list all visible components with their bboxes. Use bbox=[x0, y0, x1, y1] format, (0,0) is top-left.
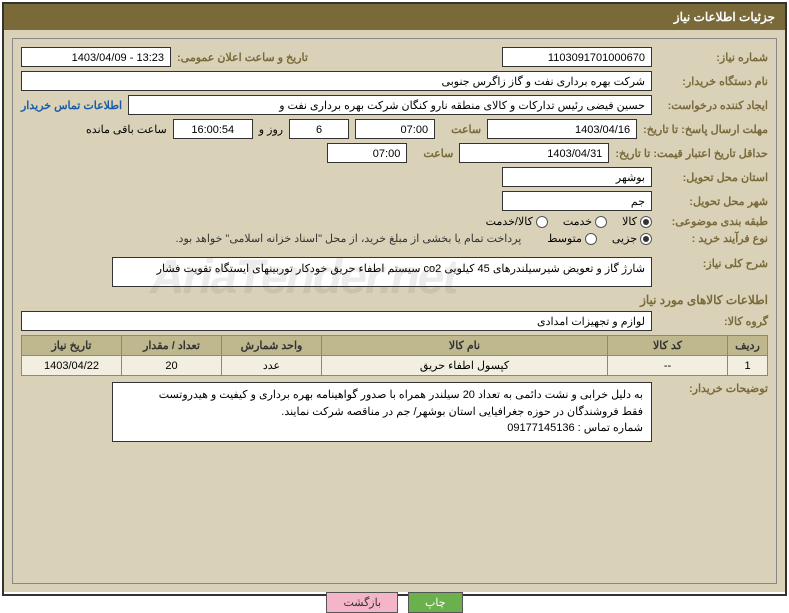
goods-table: ردیف کد کالا نام کالا واحد شمارش تعداد /… bbox=[21, 335, 768, 376]
timer-field: 16:00:54 bbox=[173, 119, 253, 139]
radio-service-label: خدمت bbox=[563, 215, 592, 228]
remaining-label: ساعت باقی مانده bbox=[86, 123, 167, 136]
city-label: شهر محل تحویل: bbox=[658, 195, 768, 208]
radio-both[interactable]: کالا/خدمت bbox=[486, 215, 548, 228]
buyer-notes-label: توضیحات خریدار: bbox=[658, 382, 768, 395]
announce-label: تاریخ و ساعت اعلان عمومی: bbox=[177, 51, 308, 64]
th-row: ردیف bbox=[728, 336, 768, 356]
deadline-label: مهلت ارسال پاسخ: تا تاریخ: bbox=[643, 123, 768, 136]
time-label-2: ساعت bbox=[413, 147, 453, 160]
table-header-row: ردیف کد کالا نام کالا واحد شمارش تعداد /… bbox=[22, 336, 768, 356]
panel-header: جزئیات اطلاعات نیاز bbox=[4, 4, 785, 30]
validity-label: حداقل تاریخ اعتبار قیمت: تا تاریخ: bbox=[615, 147, 768, 160]
days-remaining-field: 6 bbox=[289, 119, 349, 139]
desc-label: شرح کلی نیاز: bbox=[658, 257, 768, 270]
buyer-notes-line-1: به دلیل خرابی و نشت دائمی به تعداد 20 سی… bbox=[121, 387, 643, 404]
category-radio-group: کالا خدمت کالا/خدمت bbox=[486, 215, 652, 228]
radio-dot-icon bbox=[640, 216, 652, 228]
radio-dot-icon bbox=[640, 233, 652, 245]
deadline-date-field: 1403/04/16 bbox=[487, 119, 637, 139]
desc-field: شارژ گاز و تعویض شیرسیلندرهای 45 کیلویی … bbox=[112, 257, 652, 287]
radio-dot-icon bbox=[536, 216, 548, 228]
goods-info-title: اطلاعات کالاهای مورد نیاز bbox=[21, 293, 768, 307]
back-button[interactable]: بازگشت bbox=[326, 592, 398, 613]
buyer-contact-link[interactable]: اطلاعات تماس خریدار bbox=[21, 99, 122, 112]
radio-medium-label: متوسط bbox=[547, 232, 582, 245]
button-row: چاپ بازگشت bbox=[12, 592, 777, 613]
print-button[interactable]: چاپ bbox=[408, 592, 463, 613]
city-field: جم bbox=[502, 191, 652, 211]
radio-minor-label: جزیی bbox=[612, 232, 637, 245]
buyer-notes-field: به دلیل خرابی و نشت دائمی به تعداد 20 سی… bbox=[112, 382, 652, 442]
process-label: نوع فرآیند خرید : bbox=[658, 232, 768, 245]
payment-note: پرداخت تمام یا بخشی از مبلغ خرید، از محل… bbox=[176, 232, 522, 245]
radio-goods[interactable]: کالا bbox=[622, 215, 652, 228]
th-date: تاریخ نیاز bbox=[22, 336, 122, 356]
process-radio-group: جزیی متوسط bbox=[547, 232, 652, 245]
cell-unit: عدد bbox=[222, 356, 322, 376]
buyer-notes-line-3: شماره تماس : 09177145136 bbox=[121, 420, 643, 437]
days-label: روز و bbox=[259, 123, 283, 136]
need-number-field: 1103091701000670 bbox=[502, 47, 652, 67]
buyer-org-label: نام دستگاه خریدار: bbox=[658, 75, 768, 88]
table-row: 1 -- کپسول اطفاء حریق عدد 20 1403/04/22 bbox=[22, 356, 768, 376]
th-code: کد کالا bbox=[608, 336, 728, 356]
form-panel: شماره نیاز: 1103091701000670 تاریخ و ساع… bbox=[12, 38, 777, 584]
deadline-time-field: 07:00 bbox=[355, 119, 435, 139]
th-name: نام کالا bbox=[322, 336, 608, 356]
radio-minor[interactable]: جزیی bbox=[612, 232, 652, 245]
cell-name: کپسول اطفاء حریق bbox=[322, 356, 608, 376]
radio-both-label: کالا/خدمت bbox=[486, 215, 533, 228]
time-label-1: ساعت bbox=[441, 123, 481, 136]
buyer-notes-line-2: فقط فروشندگان در حوزه جغرافیایی استان بو… bbox=[121, 404, 643, 421]
buyer-org-field: شرکت بهره برداری نفت و گاز زاگرس جنوبی bbox=[21, 71, 652, 91]
goods-group-label: گروه کالا: bbox=[658, 315, 768, 328]
goods-group-field: لوازم و تجهیزات امدادی bbox=[21, 311, 652, 331]
requester-label: ایجاد کننده درخواست: bbox=[658, 99, 768, 112]
radio-dot-icon bbox=[595, 216, 607, 228]
cell-qty: 20 bbox=[122, 356, 222, 376]
content-area: شماره نیاز: 1103091701000670 تاریخ و ساع… bbox=[4, 30, 785, 592]
radio-medium[interactable]: متوسط bbox=[547, 232, 597, 245]
cell-date: 1403/04/22 bbox=[22, 356, 122, 376]
th-unit: واحد شمارش bbox=[222, 336, 322, 356]
requester-field: حسین فیضی رئیس تدارکات و کالای منطقه نار… bbox=[128, 95, 652, 115]
radio-service[interactable]: خدمت bbox=[563, 215, 607, 228]
need-number-label: شماره نیاز: bbox=[658, 51, 768, 64]
radio-goods-label: کالا bbox=[622, 215, 637, 228]
validity-time-field: 07:00 bbox=[327, 143, 407, 163]
cell-code: -- bbox=[608, 356, 728, 376]
category-label: طبقه بندی موضوعی: bbox=[658, 215, 768, 228]
th-qty: تعداد / مقدار bbox=[122, 336, 222, 356]
province-label: استان محل تحویل: bbox=[658, 171, 768, 184]
announce-datetime-field: 13:23 - 1403/04/09 bbox=[21, 47, 171, 67]
validity-date-field: 1403/04/31 bbox=[459, 143, 609, 163]
province-field: بوشهر bbox=[502, 167, 652, 187]
cell-idx: 1 bbox=[728, 356, 768, 376]
radio-dot-icon bbox=[585, 233, 597, 245]
